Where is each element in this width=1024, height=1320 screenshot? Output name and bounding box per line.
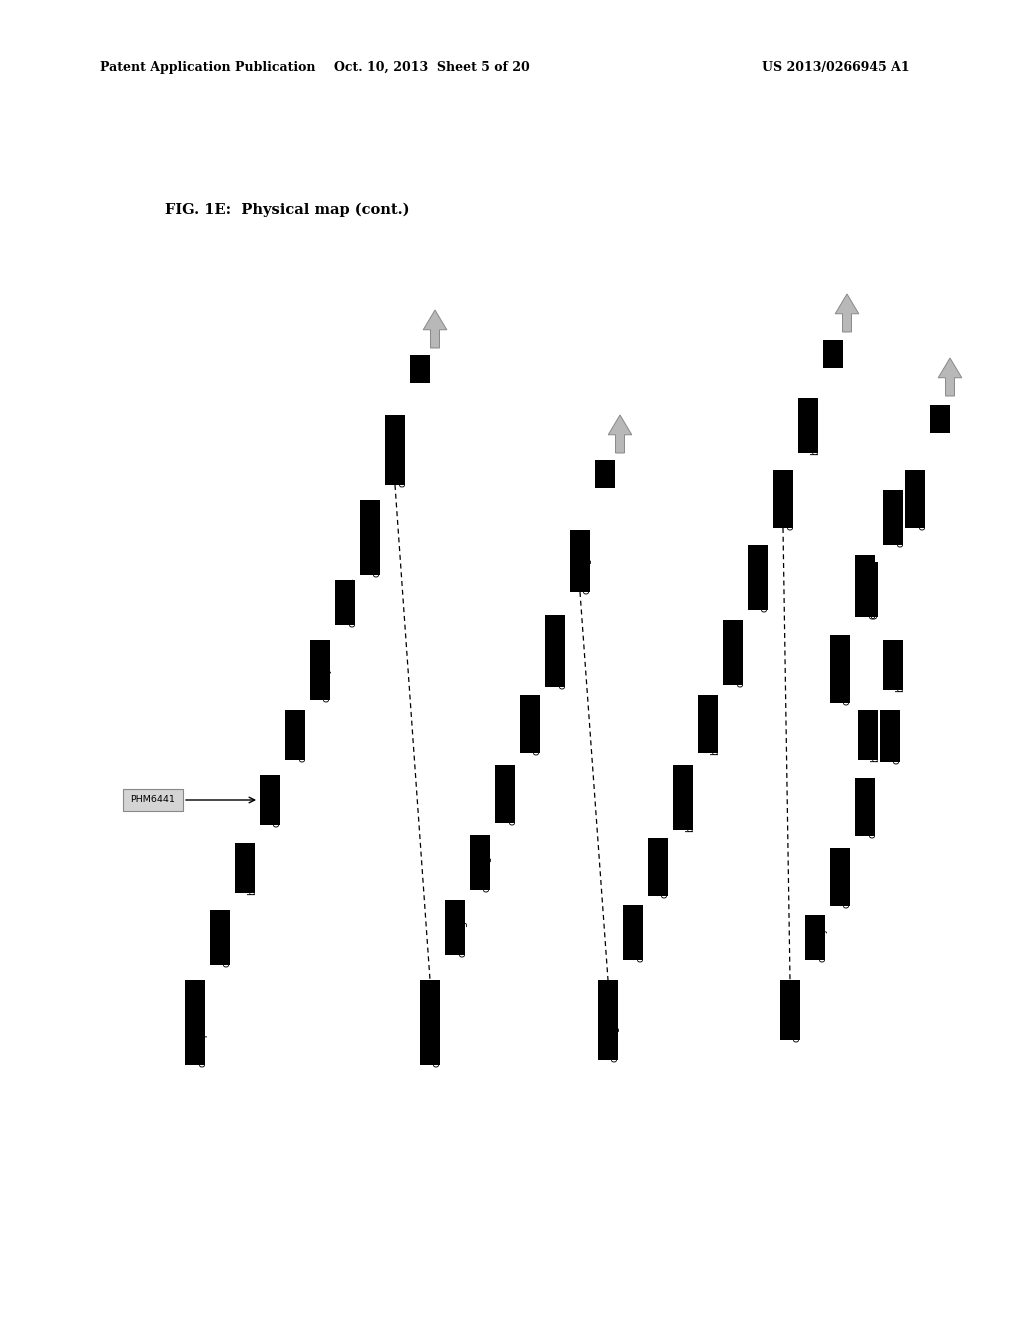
Text: c0122k23: c0122k23 bbox=[867, 570, 877, 619]
Bar bbox=[648, 838, 668, 896]
Bar bbox=[285, 710, 305, 760]
Text: c0037h05: c0037h05 bbox=[842, 858, 852, 908]
Bar bbox=[445, 900, 465, 954]
Bar bbox=[880, 710, 900, 762]
FancyBboxPatch shape bbox=[123, 789, 183, 810]
Text: Patent Application Publication: Patent Application Publication bbox=[100, 61, 315, 74]
Text: c0327g24: c0327g24 bbox=[582, 544, 592, 594]
Bar bbox=[773, 470, 793, 528]
Bar bbox=[210, 909, 230, 965]
Bar bbox=[520, 696, 540, 752]
Bar bbox=[883, 640, 903, 690]
Text: c0407b11: c0407b11 bbox=[372, 528, 382, 577]
Bar bbox=[185, 979, 205, 1065]
Text: c0546a22: c0546a22 bbox=[507, 775, 517, 825]
Text: c0404e06: c0404e06 bbox=[785, 480, 795, 531]
Bar bbox=[310, 640, 330, 700]
Text: c0331f08: c0331f08 bbox=[557, 643, 567, 689]
Text: b0551n15: b0551n15 bbox=[710, 705, 720, 755]
Bar bbox=[855, 554, 874, 616]
Bar bbox=[234, 843, 255, 894]
Bar bbox=[623, 906, 643, 960]
Text: b0231c21: b0231c21 bbox=[870, 713, 880, 762]
Bar bbox=[595, 459, 615, 488]
Text: c0248d20: c0248d20 bbox=[867, 788, 877, 838]
Text: c0097j11: c0097j11 bbox=[817, 916, 827, 962]
Text: c0206g21: c0206g21 bbox=[457, 907, 467, 957]
Bar bbox=[385, 414, 406, 484]
Bar bbox=[335, 579, 355, 624]
Bar bbox=[723, 620, 743, 685]
Text: c0322j21: c0322j21 bbox=[322, 656, 332, 702]
Text: b0121e10: b0121e10 bbox=[810, 405, 820, 455]
Bar bbox=[798, 399, 818, 453]
Text: c0021m23: c0021m23 bbox=[892, 711, 902, 764]
Text: c0025o05: c0025o05 bbox=[870, 570, 880, 619]
Polygon shape bbox=[423, 310, 446, 348]
Bar bbox=[260, 775, 280, 825]
Bar bbox=[570, 531, 590, 591]
Text: c0379n24: c0379n24 bbox=[347, 577, 357, 627]
Text: b0477a07: b0477a07 bbox=[685, 781, 695, 832]
Text: Oct. 10, 2013  Sheet 5 of 20: Oct. 10, 2013 Sheet 5 of 20 bbox=[334, 61, 529, 74]
Bar bbox=[470, 836, 490, 890]
Bar bbox=[823, 341, 843, 368]
Bar bbox=[495, 766, 515, 822]
Bar bbox=[858, 710, 878, 760]
Bar bbox=[545, 615, 565, 686]
Polygon shape bbox=[938, 358, 962, 396]
Bar bbox=[360, 500, 380, 576]
Bar bbox=[905, 470, 925, 528]
Bar bbox=[883, 490, 903, 545]
Text: c0402f10: c0402f10 bbox=[918, 483, 927, 531]
Text: FIG. 1E:  Physical map (cont.): FIG. 1E: Physical map (cont.) bbox=[165, 203, 410, 218]
Text: b0637i23: b0637i23 bbox=[247, 847, 257, 895]
Bar bbox=[698, 696, 718, 752]
Bar bbox=[748, 545, 768, 610]
Bar bbox=[598, 979, 618, 1060]
Text: c0111b05: c0111b05 bbox=[432, 1018, 442, 1067]
Text: c0150g20: c0150g20 bbox=[482, 842, 492, 892]
Text: US 2013/0266945 A1: US 2013/0266945 A1 bbox=[763, 61, 910, 74]
Text: b0355f08: b0355f08 bbox=[895, 644, 905, 692]
Bar bbox=[930, 405, 950, 433]
Text: c0540m15: c0540m15 bbox=[735, 634, 745, 686]
Text: c0106m03: c0106m03 bbox=[895, 494, 905, 546]
Text: c0434c16: c0434c16 bbox=[297, 713, 307, 762]
Text: c0393i11: c0393i11 bbox=[222, 921, 232, 968]
Polygon shape bbox=[836, 294, 859, 333]
Text: c0431b08: c0431b08 bbox=[842, 656, 852, 705]
Text: c0414m21: c0414m21 bbox=[760, 558, 770, 612]
Bar bbox=[780, 979, 800, 1040]
Text: PHM6441: PHM6441 bbox=[131, 796, 175, 804]
Polygon shape bbox=[608, 414, 632, 453]
Text: c0347d20: c0347d20 bbox=[635, 912, 645, 962]
Text: c0228p17: c0228p17 bbox=[197, 1018, 207, 1067]
Bar bbox=[420, 979, 440, 1065]
Bar bbox=[855, 777, 874, 836]
Bar bbox=[410, 355, 430, 383]
Text: c0404e06: c0404e06 bbox=[792, 993, 802, 1041]
Text: c0442e02: c0442e02 bbox=[532, 706, 542, 755]
Bar bbox=[830, 847, 850, 906]
Text: c0243o09: c0243o09 bbox=[660, 849, 670, 898]
Text: c0215k05: c0215k05 bbox=[272, 777, 282, 828]
Text: c0111b05: c0111b05 bbox=[397, 437, 407, 487]
Bar bbox=[805, 915, 825, 960]
Bar bbox=[830, 635, 850, 704]
Bar bbox=[858, 562, 878, 616]
Text: c0327g24: c0327g24 bbox=[610, 1012, 620, 1063]
Bar bbox=[673, 766, 693, 830]
